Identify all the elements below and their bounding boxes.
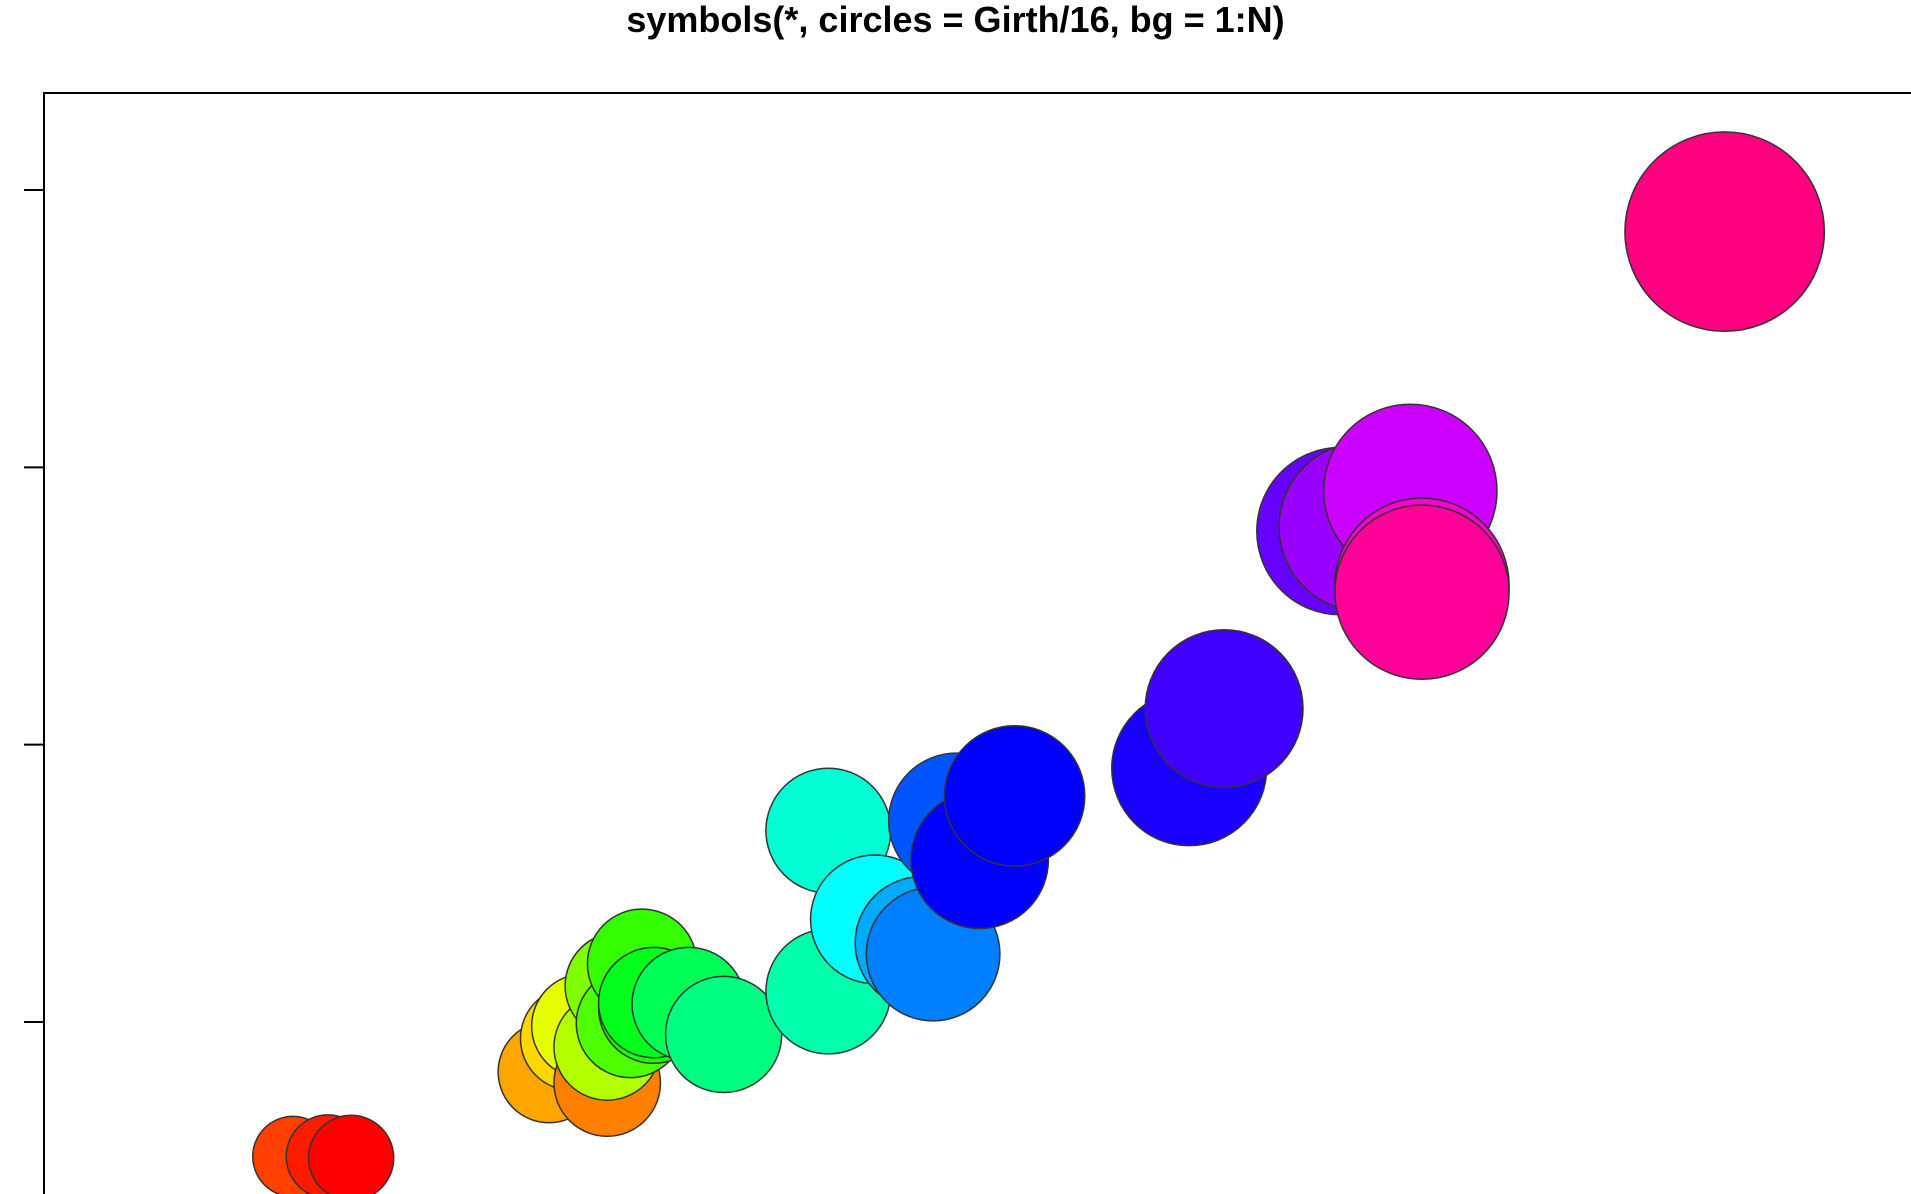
chart-title: symbols(*, circles = Girth/16, bg = 1:N) [626, 0, 1285, 40]
bubble-layer [252, 131, 1826, 1194]
y-axis-ticks [24, 189, 44, 1023]
bubble-point [1334, 504, 1510, 681]
bubble-point [1624, 131, 1826, 333]
bubble-point [943, 725, 1086, 867]
bubble-point [307, 1114, 395, 1194]
bubble-point [1144, 628, 1304, 789]
bubble-point [664, 975, 783, 1094]
plot-frame [43, 92, 1911, 1194]
